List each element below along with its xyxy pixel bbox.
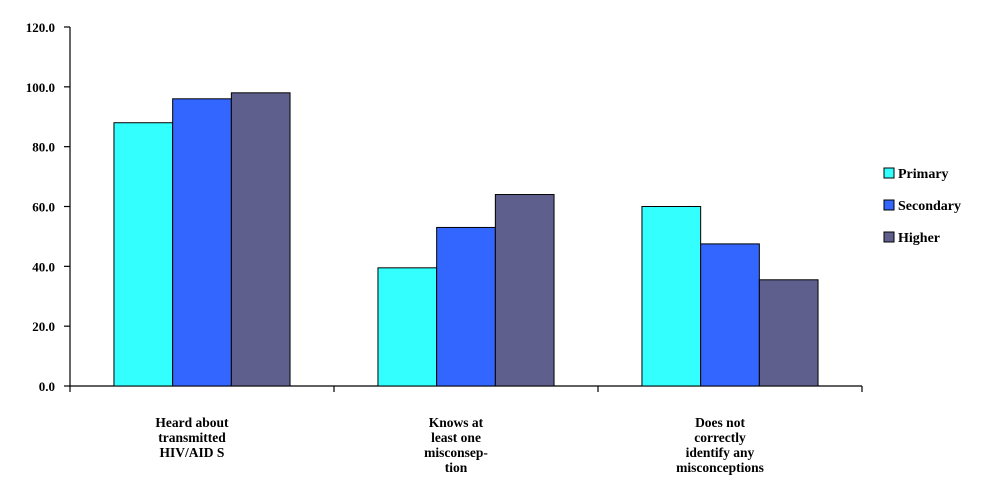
x-tick-marks <box>69 386 863 392</box>
category-label-line: correctly <box>694 430 746 445</box>
bar-higher-0 <box>230 92 291 387</box>
y-tick-label: 120.0 <box>26 20 55 35</box>
legend-label-primary: Primary <box>898 167 949 182</box>
legend-swatch-secondary <box>883 199 895 211</box>
category-label-line: HIV/AID S <box>160 445 225 460</box>
y-tick-label: 100.0 <box>26 80 55 95</box>
y-tick-label: 40.0 <box>32 259 55 274</box>
legend-swatch-primary <box>883 167 895 179</box>
legend-label-higher: Higher <box>898 231 940 246</box>
bar-higher-2 <box>758 279 819 387</box>
y-tick-label: 20.0 <box>32 319 55 334</box>
bar-secondary-1 <box>436 226 496 387</box>
bars <box>113 92 819 387</box>
category-label-line: identify any <box>686 445 755 460</box>
category-label-line: misconsep- <box>424 445 488 460</box>
legend: Primary Secondary Higher <box>883 167 961 246</box>
category-label-line: Does not <box>695 415 745 430</box>
y-tick-label: 80.0 <box>32 140 55 155</box>
bar-higher-1 <box>494 194 555 387</box>
legend-label-secondary: Secondary <box>898 199 961 214</box>
y-tick-labels: 0.0 20.0 40.0 60.0 80.0 100.0 120.0 <box>26 20 70 394</box>
bar-primary-0 <box>113 122 174 387</box>
y-tick-label: 60.0 <box>32 200 55 215</box>
category-label-line: Heard about <box>155 415 229 430</box>
bar-secondary-0 <box>172 98 232 387</box>
bar-primary-1 <box>377 267 438 387</box>
category-label-line: tion <box>445 460 468 475</box>
category-label-line: transmitted <box>158 430 226 445</box>
category-label-line: least one <box>431 430 481 445</box>
bar-primary-2 <box>641 206 702 387</box>
legend-swatch-higher <box>883 231 895 243</box>
y-tick-label: 0.0 <box>39 379 55 394</box>
category-label-line: misconceptions <box>676 460 764 475</box>
bar-secondary-2 <box>700 243 760 387</box>
category-label-line: Knows at <box>429 415 484 430</box>
